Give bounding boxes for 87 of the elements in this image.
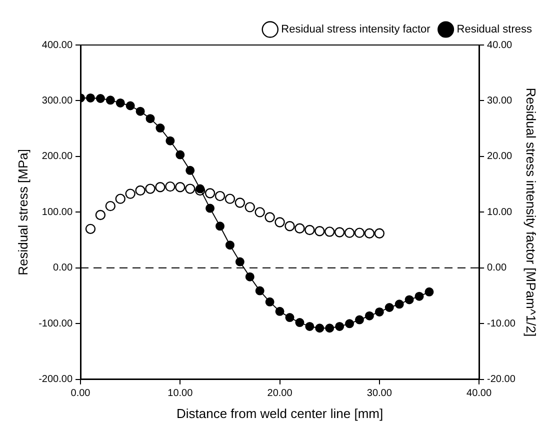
x-tick-label: 30.00 <box>366 388 392 400</box>
point <box>285 313 294 322</box>
point <box>305 322 314 331</box>
y-tick-label: 300.00 <box>42 95 73 106</box>
point <box>116 98 125 108</box>
legend-label: Residual stress <box>456 24 532 36</box>
point <box>106 96 115 105</box>
point <box>284 221 295 232</box>
point <box>166 136 175 146</box>
y-tick-label: 200.00 <box>42 151 73 162</box>
y2-axis-title: Residual stress intensity factor [MPam^1/2] <box>524 88 539 337</box>
point <box>275 306 284 316</box>
point <box>216 222 224 231</box>
point <box>384 303 394 312</box>
point <box>176 150 185 160</box>
point <box>295 318 304 328</box>
point <box>354 315 364 324</box>
point <box>265 297 274 306</box>
point <box>96 94 105 104</box>
x-tick-label: 10.00 <box>168 388 194 400</box>
point <box>344 228 355 238</box>
point <box>294 223 305 234</box>
point <box>234 198 246 208</box>
point <box>235 257 244 266</box>
point <box>334 227 345 238</box>
point <box>274 217 285 228</box>
point <box>314 226 325 236</box>
point <box>185 184 196 194</box>
y-tick-label: 400.00 <box>42 40 73 51</box>
point <box>374 228 385 238</box>
point <box>146 114 155 124</box>
point <box>364 228 375 238</box>
point <box>115 194 126 204</box>
point <box>225 240 234 250</box>
point <box>214 190 226 202</box>
y-tick-label: -100.00 <box>38 318 73 330</box>
y2-tick-label: 40.00 <box>487 40 513 51</box>
point <box>424 287 434 296</box>
point <box>304 224 315 236</box>
point <box>155 182 166 192</box>
point <box>325 324 334 333</box>
y2-tick-label: 10.00 <box>487 206 513 218</box>
legend-label: Residual stress intensity factor <box>281 24 431 36</box>
point <box>85 224 96 234</box>
x-axis-title: Distance from weld center line [mm] <box>176 406 384 421</box>
point <box>136 106 145 116</box>
point <box>404 295 414 304</box>
y2-tick-label: 20.00 <box>487 151 513 162</box>
point <box>414 292 424 301</box>
y2-tick-label: -10.00 <box>487 318 516 330</box>
point <box>95 210 106 220</box>
y-axis-title: Residual stress [MPa] <box>15 148 30 276</box>
point <box>204 188 216 198</box>
y-tick-label: 100.00 <box>42 206 73 218</box>
point <box>264 212 275 222</box>
point <box>86 93 95 102</box>
x-tick-label: 20.00 <box>267 388 293 400</box>
point <box>335 322 344 331</box>
point <box>254 207 265 218</box>
point <box>125 188 136 199</box>
point <box>206 204 215 213</box>
y2-tick-label: 0.00 <box>487 262 507 274</box>
point <box>324 226 335 237</box>
point <box>315 324 324 333</box>
y-tick-label: 0.00 <box>53 262 73 274</box>
point <box>105 200 116 212</box>
point <box>394 300 404 309</box>
y2-tick-label: 30.00 <box>487 95 513 106</box>
point <box>345 319 354 328</box>
point <box>126 101 135 110</box>
point <box>186 166 195 175</box>
x-tick-label: 0.00 <box>70 388 91 400</box>
point <box>224 194 236 204</box>
point <box>244 202 255 212</box>
y2-tick-label: -20.00 <box>487 374 516 386</box>
point <box>245 272 254 282</box>
point <box>135 185 146 196</box>
y-tick-label: -200.00 <box>38 374 73 386</box>
point <box>165 181 176 192</box>
point <box>255 286 264 296</box>
point <box>145 184 156 194</box>
point <box>156 124 165 133</box>
point <box>364 311 374 320</box>
point <box>175 182 186 192</box>
point <box>374 307 384 316</box>
point <box>354 228 365 238</box>
x-tick-label: 40.00 <box>466 388 492 400</box>
